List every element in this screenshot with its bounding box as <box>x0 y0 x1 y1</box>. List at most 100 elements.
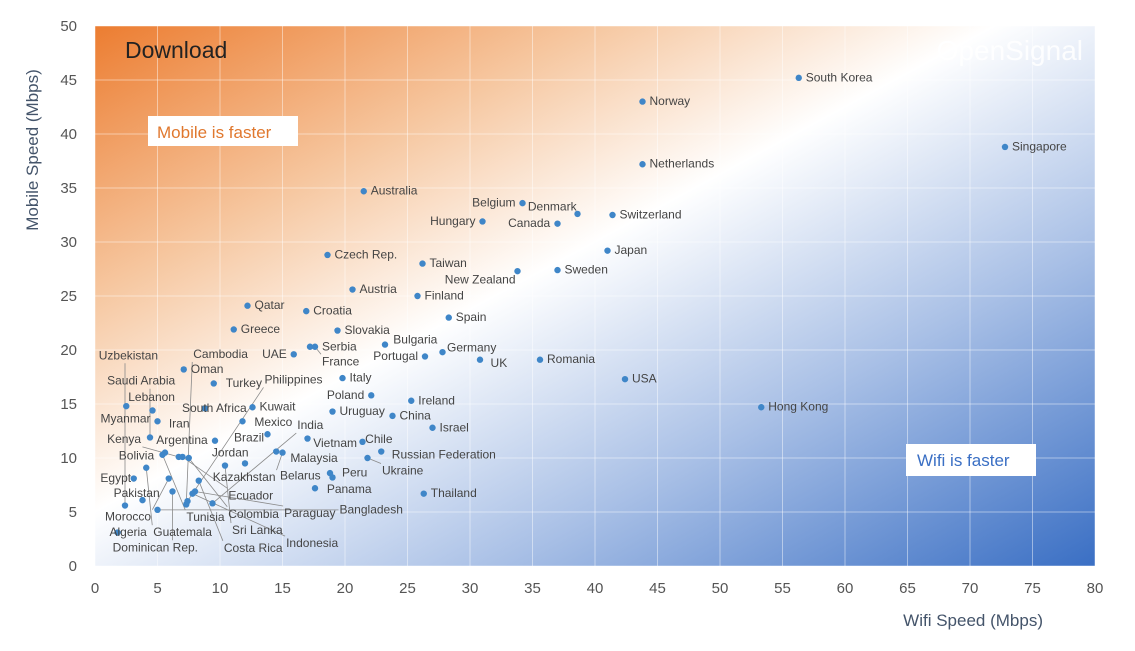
point-label: Turkey <box>226 376 262 390</box>
point-label: Bulgaria <box>393 332 437 346</box>
point-label: Ukraine <box>382 463 424 477</box>
point-label: UAE <box>262 347 287 361</box>
point-label: Serbia <box>322 339 357 353</box>
point-label: Sweden <box>565 263 608 277</box>
point-label: Guatemala <box>153 525 212 539</box>
data-point <box>139 496 146 504</box>
point-label: Malaysia <box>290 451 338 465</box>
data-point <box>349 286 356 293</box>
y-tick-label: 40 <box>60 126 77 143</box>
data-point <box>758 404 765 411</box>
x-tick-label: 20 <box>337 580 354 597</box>
y-tick-label: 45 <box>60 72 77 89</box>
point-label: Uruguay <box>340 404 385 418</box>
data-point <box>304 435 311 442</box>
point-label: USA <box>632 372 657 386</box>
leader-line <box>188 457 228 508</box>
point-label: Finland <box>425 289 464 303</box>
x-tick-label: 70 <box>962 580 979 597</box>
leader-line <box>194 491 284 507</box>
point-label: UK <box>491 356 508 370</box>
data-point <box>334 327 341 334</box>
point-label: Colombia <box>228 507 279 521</box>
point-label: Qatar <box>255 298 285 312</box>
x-tick-label: 80 <box>1087 580 1104 597</box>
data-point <box>211 437 219 444</box>
point-label: Paraguay <box>284 506 335 520</box>
data-point <box>604 247 611 254</box>
y-tick-label: 10 <box>60 450 77 467</box>
y-axis-title: Mobile Speed (Mbps) <box>23 69 42 231</box>
point-label: Kuwait <box>260 400 297 414</box>
data-point <box>154 506 161 514</box>
data-point <box>230 326 237 333</box>
point-label: Spain <box>456 310 487 324</box>
data-point <box>795 74 802 82</box>
data-point <box>130 475 137 482</box>
brand-watermark: OpenSignal <box>937 35 1083 66</box>
data-point <box>329 474 336 481</box>
data-point <box>114 529 121 536</box>
data-point <box>419 260 426 267</box>
x-tick-label: 65 <box>899 580 916 597</box>
data-point <box>639 98 646 105</box>
data-point <box>273 448 280 455</box>
leader-line <box>198 480 224 541</box>
data-point <box>311 343 319 350</box>
point-label: Czech Rep. <box>335 247 398 261</box>
data-point <box>209 500 216 507</box>
point-label: Panama <box>327 482 372 496</box>
leader-line <box>152 478 170 510</box>
leader-line <box>182 456 228 489</box>
data-point <box>311 485 319 492</box>
point-label: Uzbekistan <box>99 348 158 362</box>
point-label: Italy <box>350 371 372 385</box>
point-label: Morocco <box>105 510 151 524</box>
leader-lines <box>124 346 382 541</box>
data-point <box>201 405 209 412</box>
point-label: Egypt <box>100 471 131 485</box>
point-label: Sri Lanka <box>232 523 283 537</box>
wifi-faster-label: Wifi is faster <box>917 451 1010 470</box>
data-point <box>185 454 192 462</box>
point-label: Taiwan <box>430 256 467 270</box>
data-point <box>179 453 186 461</box>
leader-line <box>212 432 297 504</box>
point-label: Oman <box>191 362 224 376</box>
data-point <box>154 418 161 425</box>
point-label: India <box>297 418 323 432</box>
data-point <box>519 199 526 207</box>
data-point <box>121 502 129 509</box>
data-point <box>609 211 616 219</box>
data-point <box>264 431 271 438</box>
point-label: Belarus <box>280 469 321 483</box>
data-point <box>574 210 581 218</box>
data-point <box>445 314 452 321</box>
data-point <box>389 412 396 420</box>
data-point <box>123 402 130 410</box>
mobile-faster-box <box>148 116 298 146</box>
data-point <box>368 392 375 399</box>
data-point <box>329 408 336 415</box>
leader-line <box>192 493 286 537</box>
point-label: Dominican Rep. <box>113 540 198 554</box>
y-tick-label: 15 <box>60 396 77 413</box>
point-label: Austria <box>360 282 398 296</box>
point-label: China <box>400 408 432 422</box>
data-point <box>306 343 314 350</box>
point-label: Greece <box>241 322 281 336</box>
y-tick-label: 0 <box>69 558 77 575</box>
point-label: Iran <box>169 416 190 430</box>
point-label: Lebanon <box>128 390 175 404</box>
data-point <box>241 460 249 467</box>
point-labels: South Korea Norway Singapore Netherlands Aus… <box>99 70 1067 554</box>
data-point <box>290 351 297 358</box>
data-point <box>189 490 196 497</box>
data-point <box>239 418 246 425</box>
data-point <box>339 374 346 382</box>
point-label: Saudi Arabia <box>107 374 175 388</box>
point-label: Israel <box>440 420 469 434</box>
data-point <box>249 404 256 411</box>
data-point <box>420 490 427 497</box>
